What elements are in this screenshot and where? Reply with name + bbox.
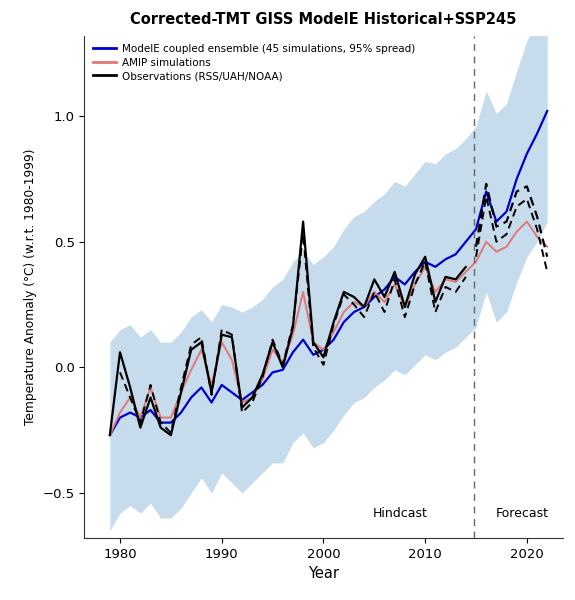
Text: Forecast: Forecast	[495, 507, 549, 520]
Legend: ModelE coupled ensemble (45 simulations, 95% spread), AMIP simulations, Observat: ModelE coupled ensemble (45 simulations,…	[90, 41, 418, 85]
Text: Hindcast: Hindcast	[372, 507, 427, 520]
Y-axis label: Temperature Anomaly (°C) (w.r.t. 1980-1999): Temperature Anomaly (°C) (w.r.t. 1980-19…	[24, 149, 37, 425]
Title: Corrected-TMT GISS ModelE Historical+SSP245: Corrected-TMT GISS ModelE Historical+SSP…	[131, 13, 517, 28]
X-axis label: Year: Year	[308, 566, 339, 581]
